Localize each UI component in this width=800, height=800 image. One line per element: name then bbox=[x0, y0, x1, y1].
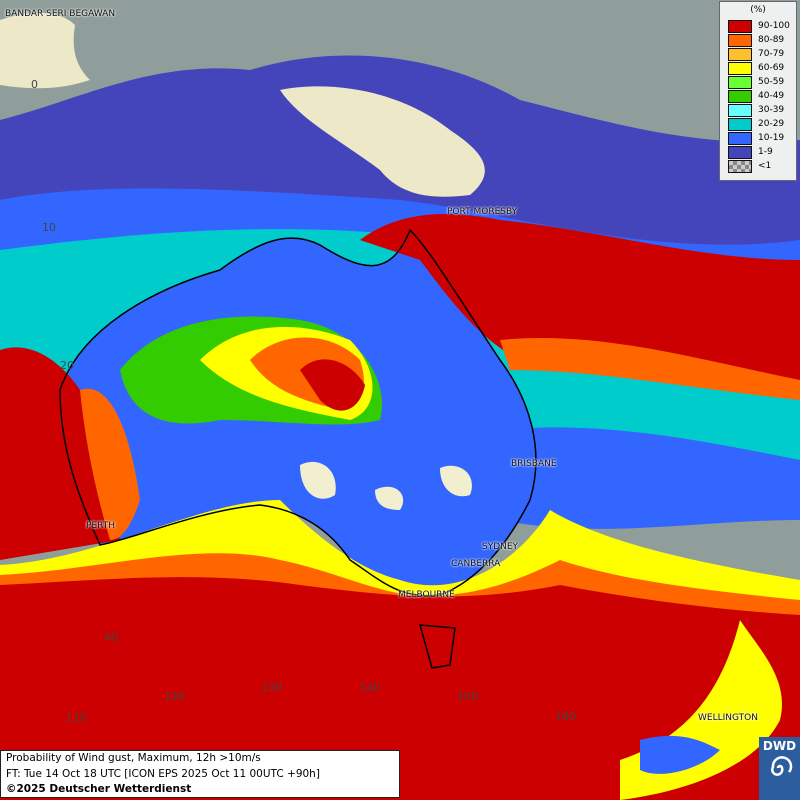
coastline bbox=[59, 228, 537, 597]
legend-swatch bbox=[728, 61, 752, 75]
city-label: PORT MORESBY bbox=[447, 207, 518, 217]
legend-label: 1-9 bbox=[758, 147, 773, 157]
legend-label: 50-59 bbox=[758, 77, 785, 87]
city-label: PERTH bbox=[86, 521, 115, 531]
legend-swatch bbox=[728, 19, 752, 33]
legend-swatch bbox=[728, 117, 752, 131]
city-label: WELLINGTON bbox=[698, 713, 758, 723]
legend-item: 80-89 bbox=[728, 33, 796, 47]
forecast-time: FT: Tue 14 Oct 18 UTC [ICON EPS 2025 Oct… bbox=[6, 767, 320, 780]
legend-swatch bbox=[728, 131, 752, 145]
new-zealand-blue bbox=[640, 735, 720, 774]
southern-ocean-red bbox=[0, 577, 800, 800]
legend-swatch bbox=[728, 33, 752, 47]
legend-item: 30-39 bbox=[728, 103, 796, 117]
legend-label: 40-49 bbox=[758, 91, 785, 101]
city-label: MELBOURNE bbox=[398, 590, 455, 600]
legend-swatch bbox=[728, 89, 752, 103]
lon-label: 120 bbox=[164, 690, 185, 703]
legend-swatch bbox=[728, 145, 752, 159]
city-label: CANBERRA bbox=[451, 559, 501, 569]
map-title: Probability of Wind gust, Maximum, 12h >… bbox=[6, 752, 261, 764]
legend-item: 20-29 bbox=[728, 117, 796, 131]
legend: (%) 90-100 80-89 70-79 60-69 50-59 40-49 30-39… bbox=[719, 1, 797, 181]
lon-label: 110 bbox=[66, 711, 87, 724]
lat-label: 20 bbox=[60, 359, 74, 372]
lon-label: 150 bbox=[457, 690, 478, 703]
legend-item: 10-19 bbox=[728, 131, 796, 145]
legend-item: <1 bbox=[728, 159, 796, 173]
legend-label: 60-69 bbox=[758, 63, 785, 73]
lat-label: 0 bbox=[31, 78, 38, 91]
coral-sea-orange bbox=[500, 338, 800, 400]
legend-swatch bbox=[728, 103, 752, 117]
lat-label: 10 bbox=[42, 221, 56, 234]
legend-item: 40-49 bbox=[728, 89, 796, 103]
city-label: SYDNEY bbox=[482, 542, 519, 552]
legend-item: 60-69 bbox=[728, 61, 796, 75]
legend-label: 70-79 bbox=[758, 49, 785, 59]
spiral-icon bbox=[770, 756, 792, 776]
copyright: ©2025 Deutscher Wetterdienst bbox=[6, 783, 192, 795]
australia-red bbox=[300, 359, 365, 411]
legend-swatch bbox=[728, 47, 752, 61]
lon-label: 160 bbox=[555, 710, 576, 723]
legend-label: <1 bbox=[758, 161, 772, 171]
legend-item: 50-59 bbox=[728, 75, 796, 89]
legend-label: 10-19 bbox=[758, 133, 785, 143]
legend-item: 1-9 bbox=[728, 145, 796, 159]
legend-label: 80-89 bbox=[758, 35, 785, 45]
dwd-logo: DWD bbox=[759, 737, 800, 800]
legend-label: 20-29 bbox=[758, 119, 785, 129]
legend-swatch bbox=[728, 75, 752, 89]
queensland-red bbox=[360, 214, 800, 380]
west-coast-red bbox=[0, 347, 120, 560]
legend-swatch bbox=[728, 159, 752, 173]
lat-label: 40 bbox=[104, 631, 118, 644]
city-label: BRISBANE bbox=[511, 459, 557, 469]
west-coast-orange bbox=[80, 388, 140, 540]
legend-label: 30-39 bbox=[758, 105, 785, 115]
legend-unit: (%) bbox=[750, 5, 766, 15]
logo-text: DWD bbox=[762, 739, 797, 753]
info-box: Probability of Wind gust, Maximum, 12h >… bbox=[0, 750, 400, 798]
lon-label: 130 bbox=[261, 681, 282, 694]
tasmania bbox=[418, 624, 456, 669]
legend-item: 90-100 bbox=[728, 19, 796, 33]
lon-label: 140 bbox=[359, 681, 380, 694]
no-data-patch bbox=[300, 461, 472, 510]
legend-item: 70-79 bbox=[728, 47, 796, 61]
city-label: BANDAR SERI BEGAWAN bbox=[5, 9, 116, 19]
legend-label: 90-100 bbox=[758, 21, 790, 31]
land-borneo bbox=[0, 13, 90, 89]
land-new-guinea bbox=[280, 86, 485, 197]
